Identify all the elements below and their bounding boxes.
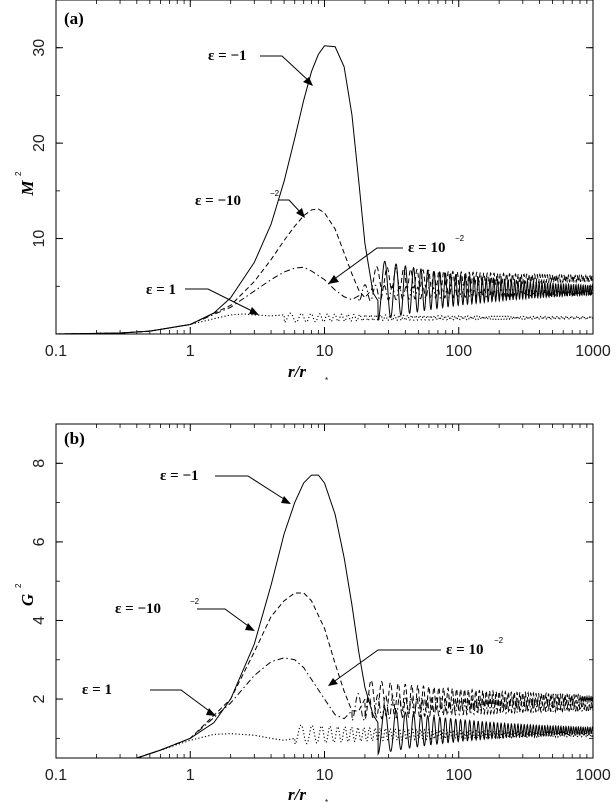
y-axis-label-b: G bbox=[18, 593, 37, 606]
x-axis-label-b: r/r bbox=[288, 785, 306, 804]
panel-b: 0.1 1 10 100 1000 2 4 6 8 (b) G 2 r/r * ε = −1 ε… bbox=[14, 423, 611, 807]
series-line-dot-b bbox=[136, 724, 594, 759]
panel-label-a: (a) bbox=[64, 9, 84, 28]
annotation-arrow-eps-1e-2-b bbox=[328, 678, 338, 686]
x-axis-label-sub-b: * bbox=[325, 798, 328, 807]
annotation-leader-eps-1e-2-b bbox=[331, 649, 441, 684]
x-axis-label-sub-a: * bbox=[325, 376, 328, 385]
annotation-eps-minus-1e-2-sup-b: −2 bbox=[190, 597, 200, 606]
x-tick-label: 1 bbox=[186, 343, 195, 360]
annotation-eps-minus-1-a: ε = −1 bbox=[208, 48, 247, 64]
annotation-eps-1e-2-b: ε = 10 bbox=[446, 642, 483, 658]
x-tick-label: 1 bbox=[186, 767, 195, 784]
x-axis-label-a: r/r bbox=[288, 362, 306, 381]
annotation-leader-eps-minus-1-b bbox=[215, 475, 288, 502]
y-tick-label: 4 bbox=[31, 616, 48, 625]
annotation-eps-minus-1-b: ε = −1 bbox=[160, 468, 199, 484]
annotations-b: ε = −1 ε = −10 −2 ε = 10 −2 ε = 1 bbox=[82, 468, 504, 716]
annotations-a: ε = −1 ε = −10 −2 ε = 10 −2 ε = 1 bbox=[146, 48, 465, 315]
annotation-arrow-eps-minus-1e-2-a bbox=[296, 208, 305, 218]
ticks-b: 0.1 1 10 100 1000 2 4 6 8 bbox=[31, 423, 611, 784]
series-line-dashdot-a bbox=[55, 266, 594, 335]
annotation-arrow-eps-minus-1e-2-b bbox=[245, 623, 255, 631]
x-tick-label: 0.1 bbox=[45, 767, 67, 784]
annotation-leader-eps-minus-1e-2-a bbox=[278, 199, 303, 215]
annotation-eps-1e-2-sup-a: −2 bbox=[455, 234, 465, 243]
y-axis-label-a: M bbox=[18, 180, 37, 197]
annotation-arrow-eps-minus-1-b bbox=[281, 496, 291, 504]
annotation-eps-1e-2-a: ε = 10 bbox=[408, 240, 445, 256]
y-axis-label-sup-b: 2 bbox=[14, 583, 23, 588]
series-line-dashdot-b bbox=[136, 657, 594, 759]
series-line-solid-b bbox=[136, 474, 594, 759]
annotation-leader-eps-minus-1-a bbox=[260, 55, 311, 83]
annotation-arrow-eps-1-b bbox=[206, 708, 216, 716]
annotation-arrow-eps-1e-2-a bbox=[328, 275, 339, 284]
annotation-eps-minus-1e-2-a: ε = −10 bbox=[195, 193, 241, 209]
y-tick-label: 20 bbox=[31, 134, 48, 152]
y-axis-label-sup-a: 2 bbox=[14, 171, 23, 176]
series-group-b bbox=[136, 474, 594, 759]
annotation-leader-eps-1-b bbox=[150, 689, 213, 714]
x-tick-label: 10 bbox=[316, 343, 334, 360]
series-line-dash-b bbox=[136, 592, 594, 759]
annotation-eps-1-b: ε = 1 bbox=[82, 682, 112, 698]
y-tick-label: 2 bbox=[31, 695, 48, 704]
annotation-arrow-eps-1-a bbox=[249, 307, 259, 315]
annotation-leader-eps-1-a bbox=[185, 288, 255, 313]
ticks-a: 0.1 1 10 100 1000 10 20 30 bbox=[31, 0, 611, 360]
annotation-leader-eps-minus-1e-2-b bbox=[197, 608, 252, 629]
annotation-leader-eps-1e-2-a bbox=[332, 247, 403, 281]
series-group-a bbox=[55, 45, 594, 335]
annotation-eps-1-a: ε = 1 bbox=[146, 282, 176, 298]
x-tick-label: 1000 bbox=[575, 767, 611, 784]
panel-a: 0.1 1 10 100 1000 10 20 30 (a) M 2 r/r * ε = −1… bbox=[14, 0, 611, 385]
series-line-solid-a bbox=[55, 45, 594, 335]
y-tick-label: 6 bbox=[31, 537, 48, 546]
panel-label-b: (b) bbox=[64, 429, 85, 448]
x-tick-label: 0.1 bbox=[45, 343, 67, 360]
y-tick-label: 8 bbox=[31, 459, 48, 468]
plot-frame-a bbox=[55, 0, 594, 335]
annotation-eps-minus-1e-2-sup-a: −2 bbox=[270, 189, 280, 198]
y-tick-label: 30 bbox=[31, 39, 48, 57]
series-line-dash-a bbox=[55, 208, 594, 335]
series-line-dot-a bbox=[55, 312, 594, 335]
x-tick-label: 10 bbox=[316, 767, 334, 784]
x-tick-label: 100 bbox=[445, 343, 472, 360]
annotation-arrow-eps-minus-1-a bbox=[303, 77, 313, 86]
x-tick-label: 1000 bbox=[575, 343, 611, 360]
annotation-eps-1e-2-sup-b: −2 bbox=[494, 636, 504, 645]
annotation-eps-minus-1e-2-b: ε = −10 bbox=[115, 601, 161, 617]
x-tick-label: 100 bbox=[445, 767, 472, 784]
plot-frame-b bbox=[55, 423, 594, 759]
y-tick-label: 10 bbox=[31, 230, 48, 248]
